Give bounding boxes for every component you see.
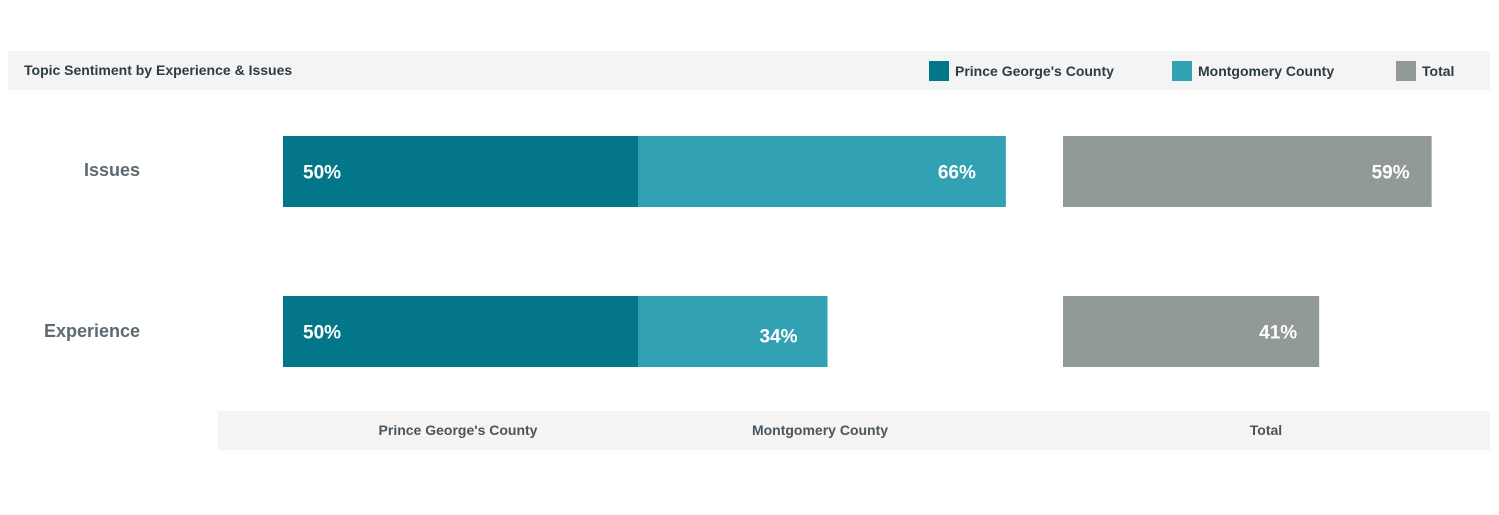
bar-label-total-issues: 59% bbox=[1372, 163, 1410, 184]
bar-montgomery-issues[interactable] bbox=[638, 136, 1006, 207]
legend-item-prince-georges[interactable]: Prince George's County bbox=[929, 60, 1114, 81]
bar-label-prince-georges-issues: 50% bbox=[303, 163, 341, 184]
bar-prince-georges-experience[interactable] bbox=[283, 296, 638, 367]
row-label-issues: Issues bbox=[83, 160, 140, 180]
column-header-montgomery: Montgomery County bbox=[751, 422, 889, 438]
column-header-prince-georges: Prince George's County bbox=[378, 422, 538, 438]
bar-total-experience[interactable] bbox=[1063, 296, 1320, 367]
bar-label-montgomery-issues: 66% bbox=[938, 163, 976, 184]
column-header-total: Total bbox=[1249, 422, 1283, 438]
bar-montgomery-experience[interactable] bbox=[638, 296, 828, 367]
bar-prince-georges-issues[interactable] bbox=[283, 136, 638, 207]
bar-label-montgomery-experience: 34% bbox=[759, 327, 797, 348]
bar-label-total-experience: 41% bbox=[1259, 323, 1297, 344]
legend-label-total: Total bbox=[1422, 62, 1455, 79]
chart-title: Topic Sentiment by Experience & Issues bbox=[24, 62, 293, 78]
legend-item-montgomery[interactable]: Montgomery County bbox=[1172, 60, 1334, 81]
legend-label-prince-georges: Prince George's County bbox=[955, 62, 1114, 79]
legend-swatch-prince-georges bbox=[929, 60, 949, 81]
legend-swatch-total bbox=[1396, 60, 1416, 81]
row-label-experience: Experience bbox=[43, 321, 140, 341]
bar-label-prince-georges-experience: 50% bbox=[303, 323, 341, 344]
column-header-band: Prince George's County Montgomery County… bbox=[218, 411, 1490, 450]
legend-item-total[interactable]: Total bbox=[1396, 60, 1454, 81]
legend-swatch-montgomery bbox=[1172, 60, 1192, 81]
bar-total-issues[interactable] bbox=[1063, 136, 1432, 207]
legend-label-montgomery: Montgomery County bbox=[1198, 62, 1335, 79]
chart-header: Topic Sentiment by Experience & Issues P… bbox=[8, 51, 1490, 90]
